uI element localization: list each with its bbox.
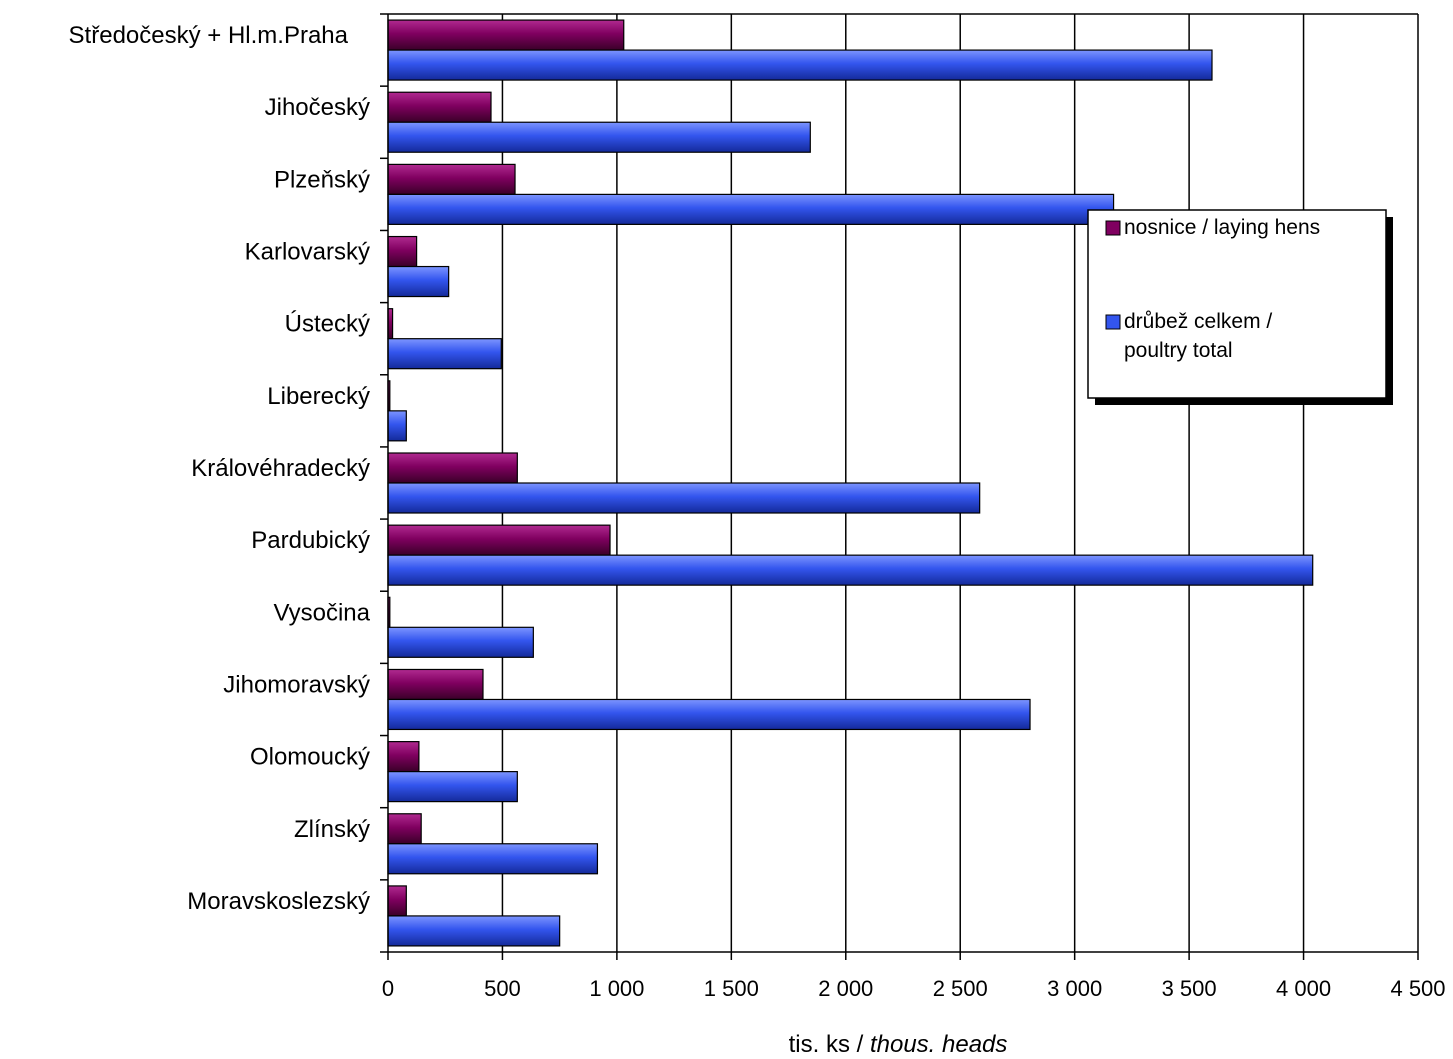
category-label-ustecky: Ústecký <box>285 311 370 338</box>
x-axis-title-regular: tis. ks / <box>789 1031 870 1058</box>
bar-plzensky-series-0 <box>387 163 516 195</box>
category-label-liberecky: Liberecký <box>267 383 370 410</box>
bar-stredocesky-hl-m-praha-series-1 <box>387 49 1213 81</box>
bar-pardubicky-series-1 <box>387 554 1314 586</box>
x-tick-label-7: 3 500 <box>1162 976 1217 1001</box>
bar-jihomoravsky-series-0 <box>387 668 484 701</box>
bar-vysocina-series-1 <box>387 626 534 658</box>
x-tick-label-3: 1 500 <box>704 976 759 1001</box>
category-label-zlinsky: Zlínský <box>294 816 370 843</box>
bar-jihocesky-series-0 <box>387 91 492 123</box>
legend-box <box>1087 209 1387 399</box>
category-label-stredocesky-hl-m-praha: Středočeský + Hl.m.Praha <box>69 22 349 49</box>
bar-stredocesky-hl-m-praha-series-0 <box>387 19 625 51</box>
x-tick-label-6: 3 000 <box>1047 976 1102 1001</box>
legend-label-laying-hens: nosnice / laying hens <box>1124 216 1320 239</box>
category-label-plzensky: Plzeňský <box>274 166 370 193</box>
category-label-vysocina: Vysočina <box>274 599 371 626</box>
category-label-moravskoslezsky: Moravskoslezský <box>187 888 370 915</box>
x-tick-label-2: 1 000 <box>589 976 644 1001</box>
category-label-karlovarsky: Karlovarský <box>245 239 370 266</box>
legend-swatch-poultry-total <box>1105 314 1121 330</box>
bar-jihocesky-series-1 <box>387 121 811 153</box>
legend-label-poultry-total-line2: poultry total <box>1124 339 1233 362</box>
bar-zlinsky-series-1 <box>387 843 599 875</box>
bar-zlinsky-series-0 <box>387 813 422 845</box>
category-labels: Středočeský + Hl.m.Praha Jihočeský Plzeňsk… <box>69 22 371 915</box>
bar-olomoucky-series-0 <box>387 741 420 773</box>
bars <box>387 19 1314 947</box>
axes <box>380 13 1419 960</box>
category-label-olomoucky: Olomoucký <box>250 744 370 771</box>
bar-kralovehradecky-series-0 <box>387 452 518 484</box>
x-tick-label-0: 0 <box>382 976 394 1001</box>
bar-karlovarsky-series-0 <box>387 235 418 268</box>
bar-jihomoravsky-series-1 <box>387 698 1031 731</box>
bar-plzensky-series-1 <box>387 193 1115 225</box>
x-axis-title-italic: thous. heads <box>870 1031 1007 1058</box>
bar-pardubicky-series-0 <box>387 524 611 556</box>
x-tick-label-5: 2 500 <box>933 976 988 1001</box>
bar-liberecky-series-1 <box>387 410 407 442</box>
category-label-jihomoravsky: Jihomoravský <box>223 671 370 698</box>
bar-moravskoslezsky-series-1 <box>387 915 561 947</box>
x-tick-label-9: 4 500 <box>1390 976 1445 1001</box>
bar-olomoucky-series-1 <box>387 771 518 803</box>
bar-moravskoslezsky-series-0 <box>387 885 407 917</box>
bar-ustecky-series-1 <box>387 338 502 370</box>
category-label-pardubicky: Pardubický <box>251 527 370 554</box>
x-tick-label-4: 2 000 <box>818 976 873 1001</box>
bar-kralovehradecky-series-1 <box>387 482 981 514</box>
bar-karlovarsky-series-1 <box>387 265 450 298</box>
category-label-jihocesky: Jihočeský <box>265 94 370 121</box>
legend-label-poultry-total-line1: drůbež celkem / <box>1124 310 1272 333</box>
x-tick-labels: 0 500 1 000 1 500 2 000 2 500 3 000 3 500 4 000 4… <box>382 976 1446 1001</box>
x-tick-label-1: 500 <box>484 976 521 1001</box>
x-axis-title: tis. ks / thous. heads <box>789 1031 1008 1058</box>
legend: nosnice / laying hens drůbež celkem / po… <box>1087 209 1393 405</box>
x-tick-label-8: 4 000 <box>1276 976 1331 1001</box>
legend-swatch-laying-hens <box>1105 220 1121 236</box>
category-label-kralovehradecky: Královéhradecký <box>191 455 370 482</box>
